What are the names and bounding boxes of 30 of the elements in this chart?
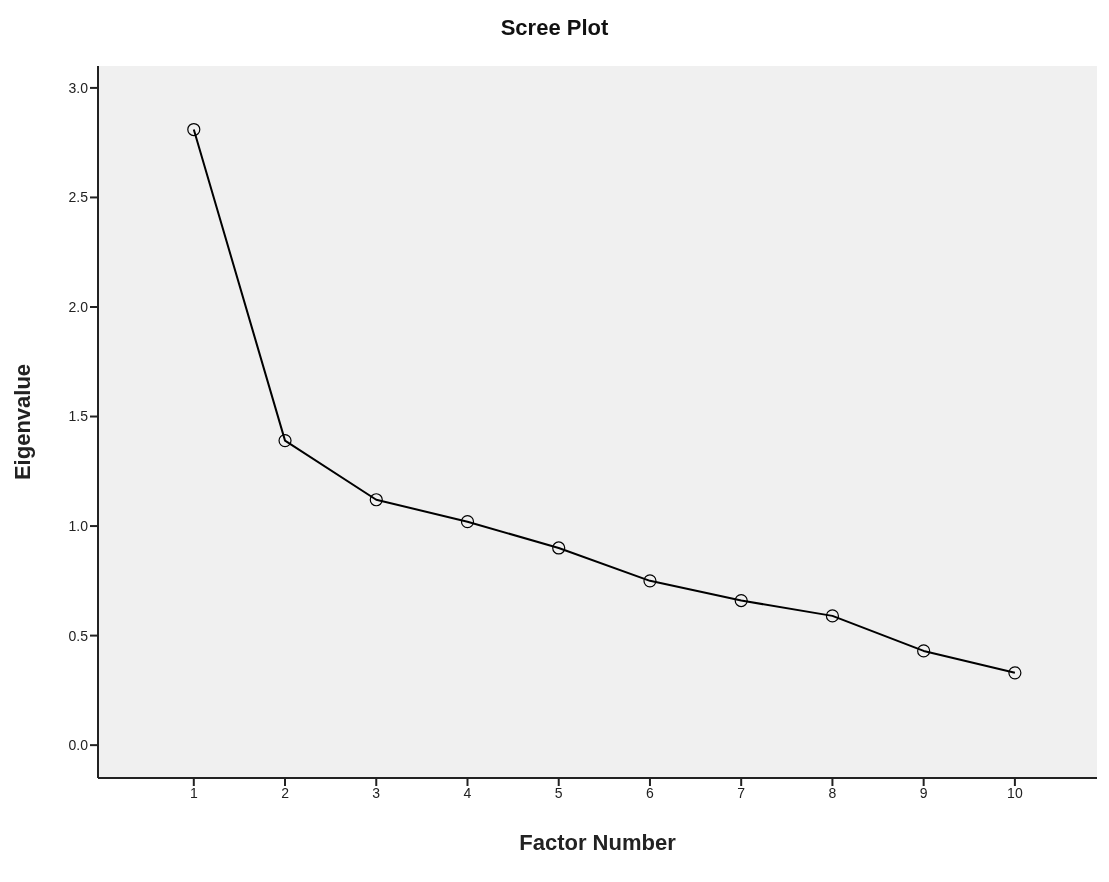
y-tick-label: 0.5	[68, 627, 89, 644]
point	[278, 434, 292, 448]
x-tick-label: 4	[463, 784, 472, 801]
x-tick-label: 5	[554, 784, 563, 801]
point	[187, 122, 201, 137]
x-axis-title: Factor Number	[519, 830, 677, 855]
y-tick-label: 0.0	[68, 737, 89, 754]
point	[552, 541, 566, 555]
point	[643, 574, 657, 588]
x-tick-label: 10	[1007, 784, 1023, 801]
point	[825, 609, 840, 623]
y-tick-label: 1.5	[68, 408, 89, 425]
point	[734, 593, 748, 608]
x-tick-label: 3	[372, 784, 381, 801]
y-tick-label: 3.0	[68, 79, 89, 96]
point	[917, 644, 931, 658]
x-tick-label: 9	[919, 784, 928, 801]
y-axis-title: Eigenvalue	[9, 363, 35, 481]
x-tick-label: 7	[737, 784, 746, 801]
x-tick-label: 8	[828, 784, 837, 801]
x-tick-label: 2	[281, 784, 290, 801]
point	[369, 493, 383, 507]
y-tick-label: 2.5	[68, 189, 89, 206]
chart-title: Scree Plot	[499, 14, 610, 42]
y-tick-label: 2.0	[68, 298, 89, 315]
x-tick-label: 1	[189, 784, 198, 801]
x-tick-label: 6	[646, 784, 655, 801]
point	[1008, 666, 1022, 680]
y-tick-label: 1.0	[68, 518, 89, 535]
point	[460, 515, 475, 529]
